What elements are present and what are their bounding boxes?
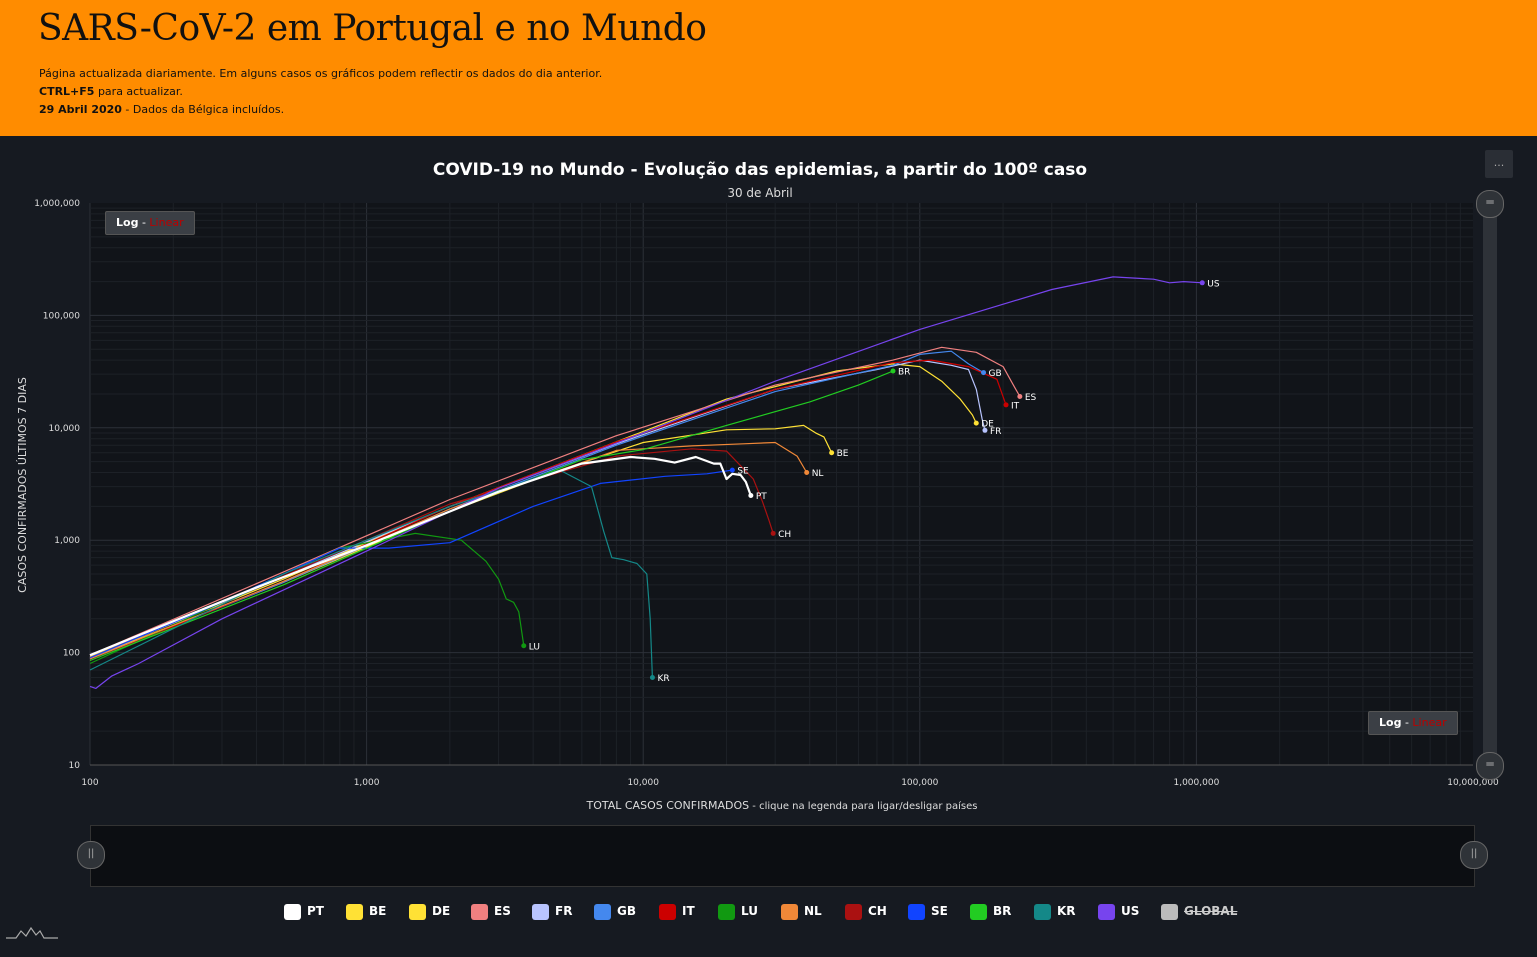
legend-label: BE	[369, 904, 387, 918]
legend-label: KR	[1057, 904, 1076, 918]
legend-item-se[interactable]: SE	[908, 902, 948, 922]
y-scroll-handle-top[interactable]: ═	[1476, 190, 1504, 218]
legend-label: FR	[555, 904, 573, 918]
scale-toggle-bottom[interactable]: Log - Linear	[1368, 711, 1458, 735]
legend-swatch	[781, 903, 798, 920]
legend-swatch	[718, 903, 735, 920]
legend-swatch	[659, 903, 676, 920]
legend-swatch	[970, 903, 987, 920]
legend-swatch	[1161, 903, 1178, 920]
y-scrollbar-track[interactable]	[1483, 195, 1497, 770]
legend-item-gb[interactable]: GB	[594, 902, 636, 922]
changelog-note: 29 Abril 2020 - Dados da Bélgica incluíd…	[39, 101, 602, 119]
navigator-handle-left[interactable]: ||	[77, 841, 105, 869]
refresh-text: para actualizar.	[94, 85, 183, 98]
scale-toggle-top[interactable]: Log - Linear	[105, 211, 195, 235]
scale-log-option[interactable]: Log	[1379, 716, 1402, 729]
refresh-shortcut: CTRL+F5	[39, 85, 95, 98]
scale-linear-option[interactable]: Linear	[1412, 716, 1447, 729]
legend-item-ch[interactable]: CH	[845, 902, 887, 922]
legend-swatch	[594, 903, 611, 920]
legend-label: PT	[307, 904, 324, 918]
legend-item-fr[interactable]: FR	[532, 902, 572, 922]
changelog-date: 29 Abril 2020	[39, 103, 122, 116]
chart-menu-button[interactable]: ...	[1485, 150, 1513, 178]
legend-item-be[interactable]: BE	[346, 902, 386, 922]
page-title: SARS-CoV-2 em Portugal e no Mundo	[38, 8, 707, 49]
y-scroll-handle-bottom[interactable]: ═	[1476, 752, 1504, 780]
legend-label: CH	[868, 904, 887, 918]
refresh-note: CTRL+F5 para actualizar.	[39, 83, 602, 101]
legend-label: GB	[617, 904, 636, 918]
legend-label: GLOBAL	[1184, 904, 1238, 918]
legend-item-nl[interactable]: NL	[781, 902, 822, 922]
changelog-text: - Dados da Bélgica incluídos.	[121, 103, 285, 116]
legend-swatch	[845, 903, 862, 920]
page-header: SARS-CoV-2 em Portugal e no Mundo Página…	[0, 0, 1537, 136]
chart-subtitle: 30 de Abril	[727, 186, 793, 200]
legend-item-es[interactable]: ES	[471, 902, 511, 922]
legend-label: SE	[931, 904, 948, 918]
legend-item-pt[interactable]: PT	[284, 902, 324, 922]
legend-item-lu[interactable]: LU	[718, 902, 758, 922]
legend-swatch	[532, 903, 549, 920]
legend-item-it[interactable]: IT	[659, 902, 695, 922]
update-note: Página actualizada diariamente. Em algun…	[39, 67, 603, 80]
legend-label: DE	[432, 904, 451, 918]
legend-item-us[interactable]: US	[1098, 902, 1139, 922]
navigator-handle-right[interactable]: ||	[1460, 841, 1488, 869]
legend-label: ES	[494, 904, 511, 918]
legend-swatch	[346, 903, 363, 920]
scale-linear-option[interactable]: Linear	[149, 216, 184, 229]
chart-title: COVID-19 no Mundo - Evolução das epidemi…	[432, 160, 1088, 180]
x-navigator[interactable]	[90, 825, 1475, 887]
legend-swatch	[284, 903, 301, 920]
scale-separator: -	[138, 216, 150, 229]
scale-separator: -	[1401, 716, 1413, 729]
site-logo-icon	[6, 926, 58, 939]
legend-item-br[interactable]: BR	[970, 902, 1011, 922]
scale-log-option[interactable]: Log	[116, 216, 139, 229]
legend-swatch	[1034, 903, 1051, 920]
legend-label: BR	[993, 904, 1012, 918]
legend-item-global[interactable]: GLOBAL	[1161, 902, 1237, 922]
header-info: Página actualizada diariamente. Em algun…	[39, 65, 602, 119]
legend-label: LU	[741, 904, 758, 918]
legend-label: NL	[804, 904, 822, 918]
legend-item-de[interactable]: DE	[409, 902, 450, 922]
legend-item-kr[interactable]: KR	[1034, 902, 1076, 922]
legend-swatch	[908, 903, 925, 920]
legend-swatch	[409, 903, 426, 920]
chart-legend: PT BE DE ES FR GB IT LU NL CH SE BR KR US GLOBAL	[0, 902, 1537, 922]
legend-label: US	[1121, 904, 1140, 918]
legend-swatch	[1098, 903, 1115, 920]
legend-label: IT	[682, 904, 695, 918]
legend-swatch	[471, 903, 488, 920]
